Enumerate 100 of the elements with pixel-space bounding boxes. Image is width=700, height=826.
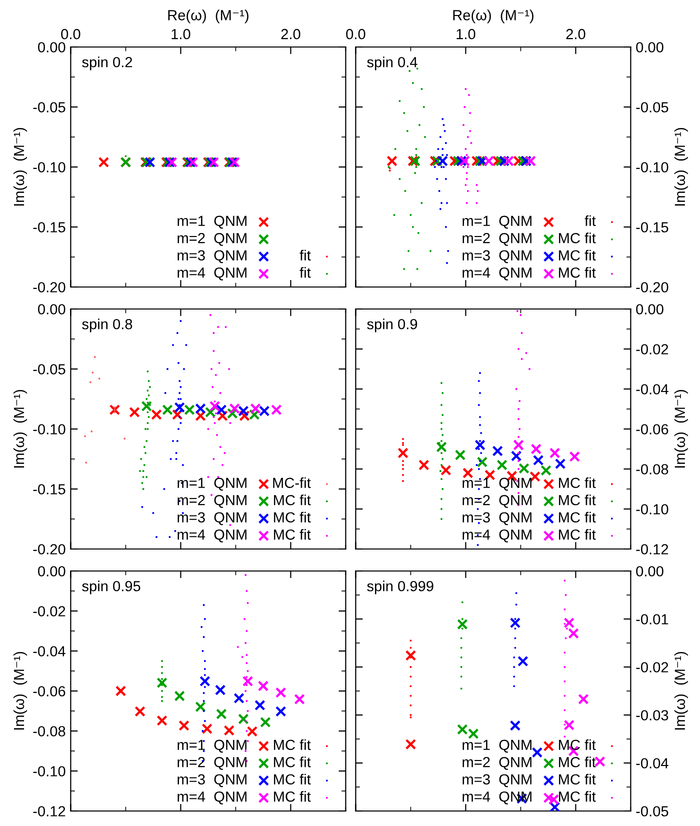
- legend-label: m=1 QNM: [178, 478, 246, 491]
- y-tick-label: 0.00: [636, 304, 664, 314]
- x-tick-label: 1.0: [172, 28, 190, 40]
- y-tick-label: -0.10: [33, 424, 66, 434]
- y-tick-label: -0.20: [636, 282, 668, 292]
- legend-label: MC fit: [274, 494, 311, 506]
- x-axis-title: Re(ω) (M⁻¹): [453, 10, 534, 24]
- legend-label: MC fit: [558, 250, 596, 261]
- y-tick-label: 0.00: [636, 566, 664, 576]
- y-tick-label: 0.00: [636, 42, 664, 52]
- y-tick-label: -0.05: [33, 364, 66, 374]
- legend-label: m=4 QNM: [178, 529, 246, 542]
- x-tick-label: 2.0: [281, 28, 300, 40]
- legend-label: m=3 QNM: [462, 774, 532, 788]
- legend-label: MC fit: [274, 756, 311, 768]
- y-axis-title: Im(ω) (M⁻¹): [13, 652, 28, 730]
- legend-label: MC fit: [558, 791, 596, 802]
- legend-label: MC fit: [558, 512, 596, 523]
- text: spin 0.2: [82, 56, 132, 70]
- y-tick-label: -0.10: [636, 162, 668, 172]
- text: spin 0.4: [367, 56, 418, 70]
- legend-label: MC fit: [274, 512, 311, 523]
- legend-label: m=4 QNM: [462, 529, 532, 542]
- legend-label: m=1 QNM: [462, 478, 532, 491]
- legend-label: MC fit: [558, 477, 596, 488]
- y-tick-label: -0.12: [636, 544, 668, 554]
- x-axis-title: Re(ω) (M⁻¹): [168, 10, 248, 24]
- y-tick-label: -0.02: [636, 344, 668, 354]
- legend-label: MC fit: [558, 267, 596, 278]
- legend-label: m=3 QNM: [462, 512, 532, 526]
- legend-label: m=2 QNM: [178, 232, 246, 246]
- legend-label: MC-fit: [273, 477, 311, 488]
- y-axis-title: Im(ω) (M⁻¹): [674, 390, 688, 468]
- legend-label: m=2 QNM: [178, 756, 246, 770]
- legend-label: m=2 QNM: [462, 756, 532, 770]
- legend-label: MC fit: [558, 232, 596, 244]
- y-axis-title: Im(ω) (M⁻¹): [13, 128, 28, 206]
- y-tick-label: -0.08: [33, 726, 66, 736]
- legend-label: m=2 QNM: [178, 494, 246, 508]
- y-tick-label: -0.02: [33, 606, 66, 616]
- y-tick-label: -0.20: [33, 282, 66, 292]
- legend-label: m=2 QNM: [462, 232, 532, 246]
- y-tick-label: -0.05: [636, 102, 668, 112]
- y-tick-label: -0.06: [636, 424, 668, 434]
- legend-label: fit: [300, 267, 311, 278]
- legend-label: m=2 QNM: [462, 494, 532, 508]
- y-tick-label: -0.10: [33, 766, 66, 776]
- y-tick-label: -0.15: [636, 222, 668, 232]
- y-tick-label: 0.00: [38, 42, 66, 52]
- legend-label: m=1 QNM: [178, 740, 246, 753]
- y-tick-label: 0.00: [38, 304, 66, 314]
- legend-label: MC fit: [558, 756, 596, 768]
- y-tick-label: -0.02: [636, 662, 668, 672]
- y-tick-label: -0.15: [33, 222, 66, 232]
- y-tick-label: -0.01: [636, 614, 668, 624]
- y-tick-label: -0.15: [33, 484, 66, 494]
- x-tick-label: 0.0: [346, 28, 366, 40]
- y-tick-label: -0.04: [636, 758, 668, 768]
- x-tick-label: 0.0: [61, 28, 80, 40]
- y-tick-label: -0.04: [636, 384, 668, 394]
- y-tick-label: -0.05: [636, 806, 668, 816]
- legend-label: m=1 QNM: [462, 740, 532, 753]
- y-tick-label: -0.06: [33, 686, 66, 696]
- text: spin 0.8: [82, 318, 132, 332]
- legend-label: MC fit: [558, 529, 596, 540]
- legend-label: m=4 QNM: [178, 267, 246, 280]
- legend-label: m=1 QNM: [178, 216, 246, 229]
- y-tick-label: -0.03: [636, 710, 668, 720]
- legend-label: m=3 QNM: [178, 774, 246, 788]
- legend-label: MC fit: [558, 739, 596, 750]
- y-tick-label: -0.10: [636, 504, 668, 514]
- legend-label: m=3 QNM: [462, 250, 532, 264]
- x-tick-label: 1.0: [456, 28, 476, 40]
- y-axis-title: Im(ω) (M⁻¹): [13, 390, 28, 468]
- legend-label: m=4 QNM: [462, 267, 532, 280]
- y-tick-label: -0.12: [33, 806, 66, 816]
- x-tick-label: 2.0: [566, 28, 586, 40]
- legend-label: MC fit: [274, 739, 311, 750]
- legend-label: m=3 QNM: [178, 512, 246, 526]
- y-tick-label: -0.05: [33, 102, 66, 112]
- legend-label: m=3 QNM: [178, 250, 246, 264]
- legend-label: MC fit: [274, 774, 311, 785]
- y-tick-label: -0.08: [636, 464, 668, 474]
- legend-label: m=4 QNM: [178, 791, 246, 804]
- text: spin 0.999: [367, 580, 434, 594]
- legend-label: MC fit: [274, 791, 311, 802]
- y-tick-label: 0.00: [38, 566, 66, 576]
- legend-label: fit: [584, 215, 596, 226]
- text: spin 0.95: [82, 580, 140, 594]
- y-tick-label: -0.10: [33, 162, 66, 172]
- y-tick-label: -0.20: [33, 544, 66, 554]
- text: spin 0.9: [367, 318, 418, 332]
- y-axis-title: Im(ω) (M⁻¹): [674, 652, 688, 730]
- legend-label: fit: [300, 250, 311, 260]
- y-tick-label: -0.04: [33, 646, 66, 656]
- legend-label: m=1 QNM: [462, 216, 532, 229]
- legend-label: MC fit: [274, 529, 311, 540]
- y-axis-title: Im(ω) (M⁻¹): [674, 128, 688, 206]
- legend-label: MC fit: [558, 494, 596, 506]
- legend-label: MC fit: [558, 774, 596, 785]
